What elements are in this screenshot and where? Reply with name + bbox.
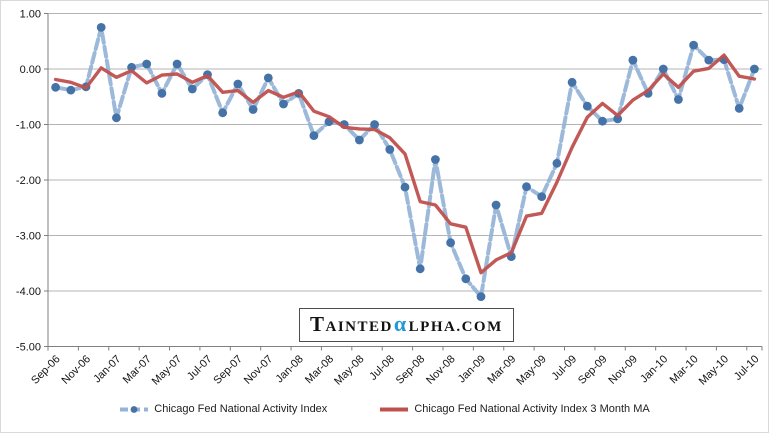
x-axis-tick-label: May-09	[514, 353, 548, 387]
series-marker-cfnai	[263, 73, 273, 83]
x-axis-tick-label: Nov-09	[606, 353, 640, 387]
series-marker-cfnai	[248, 105, 258, 114]
x-axis-tick-label: Jan-07	[91, 353, 123, 385]
series-marker-cfnai	[431, 155, 440, 164]
series-marker-cfnai	[142, 59, 152, 69]
legend-label-cfnai: Chicago Fed National Activity Index	[154, 403, 328, 415]
y-axis-tick-label: 0.00	[20, 64, 41, 76]
x-axis-tick-label: Jan-09	[456, 353, 488, 385]
series-marker-cfnai	[355, 135, 364, 145]
series-marker-cfnai	[446, 238, 455, 248]
series-line-cfnai-ma	[53, 53, 757, 275]
y-axis-tick-label: -3.00	[16, 231, 41, 243]
legend-swatch-cfnai-icon	[120, 405, 149, 413]
series-marker-cfnai	[613, 114, 623, 124]
x-axis-tick-label: Mar-10	[668, 353, 701, 386]
x-axis-tick-label: May-07	[150, 353, 184, 387]
x-axis-tick-label: Sep-08	[394, 353, 428, 387]
watermark-taintedalpha[interactable]: T AINTED α LPHA.COM	[299, 308, 514, 342]
x-axis-tick-label: Jul-10	[732, 353, 762, 383]
series-marker-cfnai	[476, 292, 486, 301]
y-axis-tick-label: -2.00	[16, 175, 41, 187]
watermark-alpha-glyph: α	[393, 311, 408, 336]
watermark-text-lphacom: LPHA.COM	[408, 319, 503, 335]
legend-item-cfnai: Chicago Fed National Activity Index	[119, 403, 327, 415]
series-marker-cfnai	[628, 55, 638, 65]
x-axis-tick-label: Sep-07	[211, 353, 245, 387]
series-marker-cfnai	[370, 120, 379, 129]
x-axis-tick-label: Nov-06	[60, 353, 94, 387]
x-axis-tick-label: Mar-09	[485, 353, 518, 386]
series-marker-cfnai	[127, 62, 136, 72]
series-marker-cfnai	[112, 113, 121, 123]
cfnai-line-chart: 1.000.00-1.00-2.00-3.00-4.00-5.00Sep-06N…	[16, 9, 763, 388]
watermark-text-ainted: AINTED	[325, 319, 393, 335]
series-marker-cfnai	[522, 182, 531, 192]
series-marker-cfnai	[187, 84, 197, 94]
series-marker-cfnai	[704, 55, 714, 65]
series-marker-cfnai	[537, 192, 547, 202]
series-marker-cfnai	[233, 79, 243, 89]
chart-legend: Chicago Fed National Activity Index Chic…	[0, 403, 769, 415]
series-marker-cfnai	[567, 77, 577, 87]
legend-label-cfnai-ma: Chicago Fed National Activity Index 3 Mo…	[414, 403, 650, 415]
x-axis-tick-label: May-08	[332, 353, 366, 387]
x-axis-tick-label: Mar-07	[121, 353, 154, 386]
x-axis-tick-label: Sep-06	[29, 353, 63, 387]
series-marker-cfnai	[658, 64, 668, 74]
y-axis-tick-label: -5.00	[16, 342, 41, 354]
y-axis-tick-label: -1.00	[16, 120, 41, 132]
x-axis-tick-label: Nov-08	[424, 353, 458, 387]
series-marker-cfnai	[309, 131, 319, 141]
series-marker-cfnai	[385, 145, 395, 154]
series-marker-cfnai	[582, 101, 592, 111]
series-marker-cfnai	[598, 116, 607, 126]
series-marker-cfnai	[172, 59, 182, 69]
legend-swatch-cfnai-ma-icon	[380, 407, 409, 411]
series-marker-cfnai	[461, 274, 471, 284]
series-marker-cfnai	[96, 23, 106, 32]
x-axis-tick-label: Jan-10	[638, 353, 670, 385]
series-marker-cfnai	[415, 264, 425, 274]
series-marker-cfnai	[157, 89, 167, 98]
series-marker-cfnai	[491, 200, 501, 210]
series-marker-cfnai	[279, 99, 288, 109]
series-marker-cfnai	[66, 85, 76, 95]
series-marker-cfnai	[552, 158, 562, 168]
x-axis-tick-label: Jan-08	[274, 353, 306, 385]
series-marker-cfnai	[689, 40, 698, 50]
series-marker-cfnai	[750, 64, 759, 74]
series-marker-cfnai	[400, 182, 410, 192]
y-axis-tick-label: -4.00	[16, 286, 41, 298]
y-axis-tick-label: 1.00	[20, 9, 41, 21]
x-axis-tick-label: Nov-07	[242, 353, 276, 387]
series-marker-cfnai	[674, 95, 683, 104]
series-marker-cfnai	[734, 104, 744, 113]
series-marker-cfnai	[218, 108, 228, 118]
watermark-text-t: T	[310, 312, 326, 336]
series-line-cfnai	[53, 25, 757, 299]
x-axis-tick-label: Mar-08	[303, 353, 336, 386]
series-marker-cfnai	[51, 82, 60, 92]
x-axis-tick-label: Sep-09	[576, 353, 610, 387]
x-axis-tick-label: May-10	[697, 353, 731, 387]
legend-item-cfnai-ma: Chicago Fed National Activity Index 3 Mo…	[379, 403, 650, 415]
